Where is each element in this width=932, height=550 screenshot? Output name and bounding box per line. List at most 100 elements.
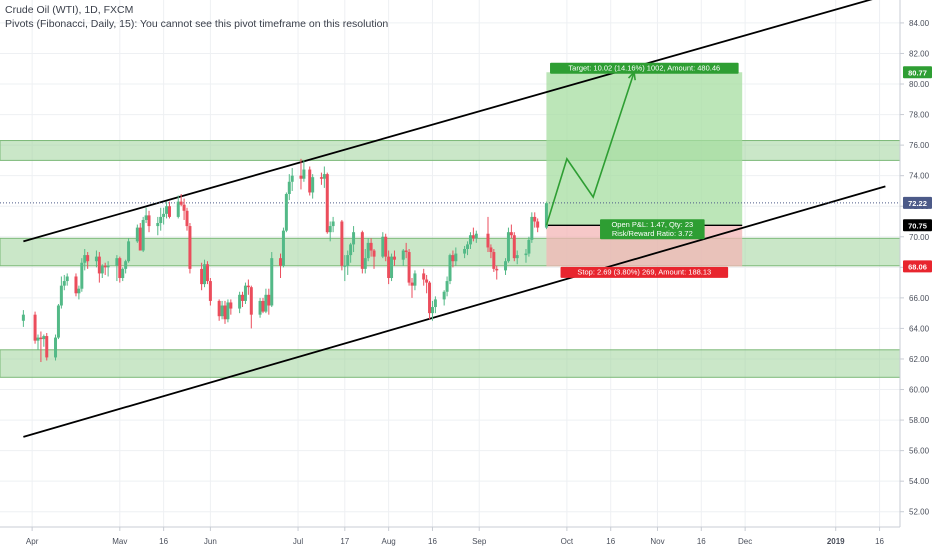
candle-body — [322, 174, 326, 179]
candle-body — [208, 281, 212, 301]
candle-body — [509, 232, 513, 236]
candle-body — [45, 336, 49, 358]
candle-body — [407, 252, 411, 283]
target-label-bg — [550, 62, 739, 74]
candle-body — [387, 256, 391, 279]
candle-body — [176, 201, 180, 217]
candle-body — [319, 177, 323, 179]
candle-body — [343, 265, 347, 267]
candle-body — [352, 232, 356, 245]
projection-line — [545, 72, 635, 226]
candle-body — [422, 273, 426, 280]
x-tick-label: 2019 — [827, 537, 845, 546]
candle-body — [279, 258, 283, 266]
candle-body — [495, 268, 499, 271]
candle-body — [413, 273, 417, 286]
candle-body — [205, 264, 209, 282]
candle-body — [533, 216, 537, 222]
y-tick-label: 60.00 — [909, 386, 930, 395]
candle-body — [384, 236, 388, 257]
candle-body — [468, 235, 472, 245]
candle-body — [372, 250, 376, 257]
candle-body — [203, 264, 207, 285]
candle-body — [77, 288, 81, 294]
candle-body — [325, 174, 329, 233]
x-tick-label: 16 — [159, 537, 168, 546]
candle-body — [182, 204, 186, 211]
x-tick-label: 16 — [428, 537, 437, 546]
price-axis-bg — [900, 0, 932, 550]
y-tick-label: 78.00 — [909, 111, 930, 120]
candle-body — [425, 279, 429, 283]
candle-body — [410, 282, 414, 286]
y-tick-label: 66.00 — [909, 294, 930, 303]
candle-body — [527, 239, 531, 254]
y-tick-label: 58.00 — [909, 416, 930, 425]
candle-body — [56, 305, 60, 338]
candle-body — [246, 285, 250, 288]
candle-body — [369, 242, 373, 251]
long-position-tool — [546, 72, 743, 267]
candle-body — [506, 232, 510, 262]
chart-legend: Crude Oil (WTI), 1D, FXCM Pivots (Fibona… — [5, 3, 388, 31]
candle-body — [83, 255, 87, 263]
candle-body — [243, 285, 247, 301]
candle-body — [454, 253, 458, 262]
candle-body — [486, 233, 490, 248]
candle-body — [392, 256, 396, 260]
time-axis-bg — [0, 527, 932, 550]
candle-body — [65, 276, 69, 282]
candle-body — [524, 253, 528, 256]
symbol-title: Crude Oil (WTI), 1D, FXCM — [5, 4, 134, 16]
price-tag-bg — [903, 196, 932, 209]
target-area — [546, 72, 743, 226]
candle-body — [390, 256, 394, 279]
y-tick-label: 54.00 — [909, 477, 930, 486]
candle-body — [121, 268, 125, 279]
y-tick-label: 82.00 — [909, 49, 930, 58]
candle-body — [103, 265, 107, 268]
target-label-text: Target: 10.02 (14.16%) 1002, Amount: 480… — [568, 63, 720, 72]
candle-body — [404, 250, 408, 253]
candle-body — [156, 223, 160, 227]
price-tag-bg — [903, 66, 932, 79]
x-tick-label: Mav — [112, 537, 127, 546]
candle-body — [366, 242, 370, 259]
stop-label-bg — [560, 266, 729, 278]
x-tick-label: Dec — [738, 537, 752, 546]
candle-body — [489, 247, 493, 253]
candle-body — [188, 226, 192, 269]
candlestick-series — [21, 158, 548, 363]
candle-body — [162, 213, 166, 217]
candle-body — [249, 287, 253, 315]
candle-body — [258, 300, 262, 315]
candle-body — [281, 230, 285, 266]
candle-body — [463, 248, 467, 254]
candle-body — [346, 255, 350, 266]
candle-body — [363, 258, 367, 269]
candle-body — [445, 281, 449, 292]
candle-body — [115, 258, 119, 266]
candle-body — [59, 285, 63, 306]
y-tick-label: 62.00 — [909, 355, 930, 364]
target-label: Target: 10.02 (14.16%) 1002, Amount: 480… — [550, 62, 739, 74]
x-tick-label: Oct — [561, 537, 574, 546]
x-tick-label: Aug — [382, 537, 396, 546]
candle-body — [200, 268, 204, 285]
candle-body — [471, 235, 475, 239]
y-tick-label: 70.00 — [909, 233, 930, 242]
candle-body — [530, 216, 534, 240]
candle-body — [448, 255, 452, 282]
y-tick-label: 56.00 — [909, 447, 930, 456]
price-tag-text: 68.06 — [908, 262, 927, 271]
price-tag: 80.77 — [903, 66, 932, 79]
x-tick-label: Jun — [204, 537, 217, 546]
x-tick-label: 16 — [875, 537, 884, 546]
candle-body — [349, 244, 353, 256]
candle-body — [86, 255, 90, 262]
open-pnl-label-text: Risk/Reward Ratio: 3.72 — [612, 229, 693, 238]
candle-body — [241, 294, 245, 301]
